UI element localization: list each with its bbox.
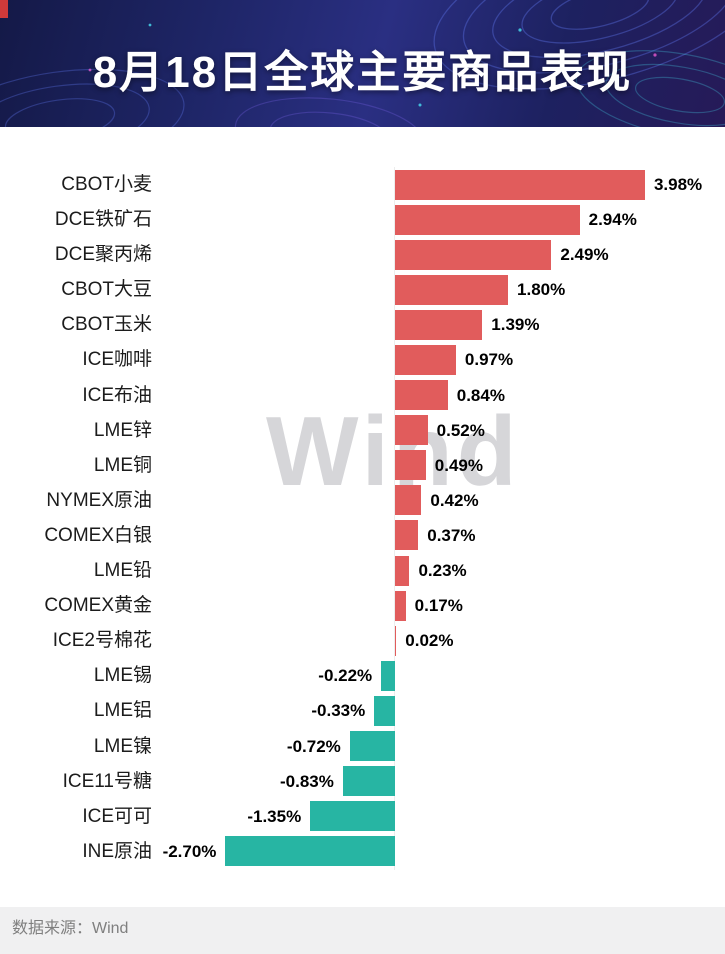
category-label: ICE可可 [82,805,152,827]
category-label: INE原油 [82,840,152,862]
contour-decoration [0,0,725,127]
value-label: 3.98% [653,175,703,194]
value-label: -1.35% [247,806,302,826]
value-label: 2.94% [588,210,637,230]
chart-row: COMEX白银 0.37% [0,518,725,553]
value-label: -0.83% [280,771,334,791]
corner-accent [0,0,8,18]
category-label: COMEX黄金 [44,595,152,617]
chart-row: ICE11号糖 -0.83% [0,764,725,799]
category-label: LME锌 [93,419,152,441]
value-label: 1.39% [491,315,540,335]
value-label: 1.80% [517,280,566,300]
category-label: ICE11号糖 [62,770,152,792]
category-label: ICE2号棉花 [52,630,152,652]
value-label: 0.97% [464,350,514,370]
chart-row: DCE铁矿石 2.94% [0,202,725,237]
category-label: CBOT玉米 [61,314,152,336]
category-label: CBOT大豆 [61,279,152,301]
category-label: ICE布油 [82,384,152,406]
chart-row: ICE咖啡 0.97% [0,342,725,377]
category-label: CBOT小麦 [61,174,152,195]
bar-positive [395,380,448,411]
bar-positive [395,415,428,446]
value-label: 0.42% [430,490,479,510]
chart-row: LME铜 0.49% [0,448,725,483]
chart-row: CBOT大豆 1.80% [0,272,725,307]
category-label: LME铅 [93,560,152,582]
chart-row: ICE可可 -1.35% [0,799,725,834]
bar-negative [310,801,395,832]
chart-row: ICE布油 0.84% [0,378,725,413]
zero-axis-line [394,167,395,870]
value-label: 2.49% [560,245,609,265]
value-label: 0.37% [427,525,476,545]
value-label: 0.52% [436,420,485,440]
data-source: 数据来源：Wind [12,920,129,937]
chart-row: LME铝 -0.33% [0,693,725,728]
category-label: LME锡 [93,665,152,687]
bar-positive [395,274,509,305]
page-title: 8月18日全球主要商品表现 [92,48,633,97]
category-label: DCE铁矿石 [54,209,152,231]
chart-row: CBOT玉米 1.39% [0,307,725,342]
bar-positive [395,625,397,656]
value-label: 0.49% [434,455,483,475]
category-label: LME铜 [93,454,152,476]
value-label: 0.84% [456,385,505,405]
chart-row: COMEX黄金 0.17% [0,588,725,623]
chart-row: LME镍 -0.72% [0,729,725,764]
bar-positive [395,169,645,200]
bar-positive [395,520,419,551]
category-label: LME铝 [93,700,152,722]
category-label: DCE聚丙烯 [54,244,152,266]
bar-positive [395,204,580,235]
footer: 数据来源：Wind [0,907,725,954]
bar-negative [225,836,395,867]
bar-negative [374,695,395,726]
value-label: -2.70% [162,841,217,861]
bar-negative [342,766,395,797]
bar-positive [395,344,456,375]
header-banner: 8月18日全球主要商品表现 [0,0,725,127]
chart-row: ICE2号棉花 0.02% [0,623,725,658]
bar-positive [395,450,426,481]
bar-positive [395,555,410,586]
value-label: 0.23% [418,561,467,581]
value-label: 0.02% [405,631,454,651]
chart-row: NYMEX原油 0.42% [0,483,725,518]
bar-negative [349,731,395,761]
value-label: -0.33% [311,701,366,721]
chart-row: DCE聚丙烯 2.49% [0,237,725,272]
chart-row: LME铅 0.23% [0,553,725,588]
category-label: LME镍 [93,735,152,757]
value-label: -0.72% [286,736,341,756]
category-label: NYMEX原油 [46,489,152,511]
bar-positive [395,485,422,516]
bar-positive [395,309,483,340]
category-label: COMEX白银 [44,524,152,546]
bar-positive [395,590,406,621]
chart-rows: CBOT小麦 3.98% DCE铁矿石 2.94% DCE聚丙烯 2.49% CBOT大豆 1… [0,167,725,869]
value-label: 0.17% [414,596,463,616]
bar-negative [381,660,395,691]
chart-row: INE原油 -2.70% [0,834,725,869]
chart-row: CBOT小麦 3.98% [0,167,725,202]
chart-row: LME锌 0.52% [0,413,725,448]
chart-row: LME锡 -0.22% [0,658,725,693]
category-label: ICE咖啡 [82,349,152,371]
bar-positive [395,239,552,270]
watermark: Wind [266,395,521,508]
bar-chart: Wind CBOT小麦3.98%DCE铁矿石2.94%DCE聚丙烯2.49%CB… [0,127,725,907]
value-label: -0.22% [318,666,373,686]
